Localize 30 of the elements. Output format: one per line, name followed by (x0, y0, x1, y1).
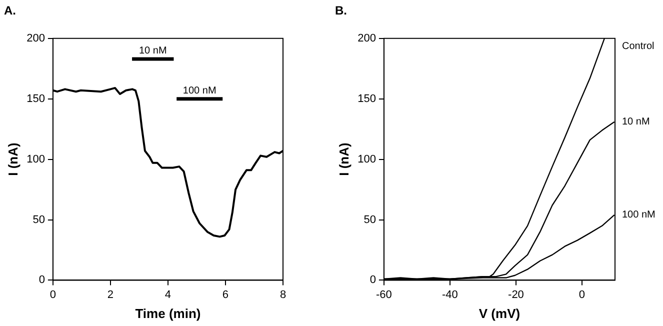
x-tick-label: 2 (107, 288, 114, 301)
chart-title: B. (335, 4, 347, 18)
y-tick-label: 50 (32, 214, 45, 226)
series-label: 100 nM (622, 210, 656, 221)
x-tick-label: 4 (164, 288, 172, 301)
x-tick-label: 0 (578, 288, 586, 301)
x-tick-label: 0 (50, 288, 56, 301)
y-axis-title: I (nA) (336, 142, 352, 176)
x-tick-label: 6 (222, 288, 229, 301)
x-axis-title: Time (min) (135, 306, 201, 321)
x-tick-label: 8 (280, 288, 286, 301)
x-tick-label: -40 (442, 288, 458, 301)
chart-title: A. (4, 4, 16, 18)
y-tick-label: 100 (26, 153, 45, 166)
series-label: 10 nM (138, 46, 167, 57)
series-label: Control (622, 41, 654, 52)
y-tick-label: 50 (364, 214, 376, 226)
series-label: 10 nM (622, 116, 650, 128)
series-label: 100 nM (182, 86, 216, 97)
y-tick-label: 200 (26, 32, 45, 44)
x-tick-label: -60 (376, 288, 392, 301)
x-tick-label: -20 (508, 288, 524, 301)
y-tick-label: 100 (358, 153, 376, 166)
y-tick-label: 150 (26, 92, 45, 105)
y-tick-label: 150 (358, 92, 376, 105)
y-tick-label: 0 (370, 274, 376, 286)
y-tick-label: 0 (38, 274, 45, 286)
y-tick-label: 200 (358, 32, 376, 44)
x-axis-title: V (mV) (478, 306, 520, 321)
y-axis-title: I (nA) (5, 142, 20, 176)
